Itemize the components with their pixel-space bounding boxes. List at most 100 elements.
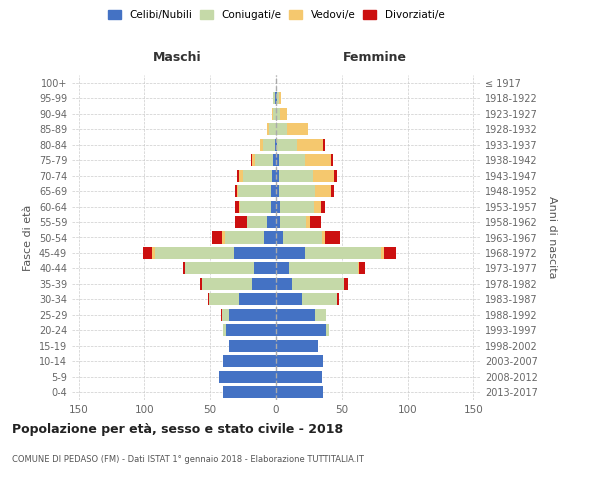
- Bar: [276, 278, 292, 290]
- Bar: [276, 200, 280, 212]
- Bar: [316, 185, 331, 197]
- Bar: [223, 386, 276, 398]
- Bar: [264, 232, 276, 243]
- Bar: [310, 216, 321, 228]
- Bar: [236, 170, 239, 181]
- Bar: [276, 371, 322, 383]
- Bar: [277, 138, 297, 150]
- Bar: [280, 108, 287, 120]
- Bar: [235, 216, 247, 228]
- Bar: [276, 340, 318, 352]
- Bar: [238, 185, 271, 197]
- Bar: [200, 278, 202, 290]
- Bar: [276, 247, 305, 259]
- Bar: [260, 138, 263, 150]
- Text: Maschi: Maschi: [153, 51, 202, 64]
- Bar: [276, 154, 278, 166]
- Bar: [359, 262, 365, 274]
- Bar: [289, 262, 358, 274]
- Bar: [229, 340, 276, 352]
- Bar: [221, 309, 222, 321]
- Bar: [143, 247, 152, 259]
- Bar: [384, 247, 396, 259]
- Bar: [276, 138, 277, 150]
- Bar: [305, 247, 381, 259]
- Bar: [278, 92, 281, 104]
- Bar: [239, 200, 241, 212]
- Bar: [334, 170, 337, 181]
- Bar: [239, 294, 276, 306]
- Bar: [306, 216, 310, 228]
- Bar: [278, 185, 316, 197]
- Bar: [276, 294, 302, 306]
- Bar: [276, 185, 278, 197]
- Bar: [222, 232, 224, 243]
- Bar: [322, 232, 325, 243]
- Bar: [276, 108, 280, 120]
- Bar: [275, 92, 276, 104]
- Bar: [220, 371, 276, 383]
- Bar: [323, 138, 325, 150]
- Bar: [255, 154, 274, 166]
- Bar: [182, 262, 185, 274]
- Bar: [271, 200, 276, 212]
- Bar: [297, 138, 323, 150]
- Bar: [224, 232, 264, 243]
- Bar: [344, 278, 349, 290]
- Bar: [253, 278, 276, 290]
- Bar: [278, 170, 313, 181]
- Bar: [276, 356, 323, 368]
- Bar: [269, 123, 276, 135]
- Bar: [287, 123, 308, 135]
- Bar: [302, 294, 337, 306]
- Bar: [292, 278, 344, 290]
- Text: COMUNE DI PEDASO (FM) - Dati ISTAT 1° gennaio 2018 - Elaborazione TUTTITALIA.IT: COMUNE DI PEDASO (FM) - Dati ISTAT 1° ge…: [12, 455, 364, 464]
- Bar: [276, 232, 283, 243]
- Bar: [276, 92, 277, 104]
- Bar: [274, 108, 276, 120]
- Bar: [235, 200, 239, 212]
- Bar: [234, 247, 276, 259]
- Y-axis label: Fasce di età: Fasce di età: [23, 204, 33, 270]
- Bar: [155, 247, 234, 259]
- Bar: [314, 200, 321, 212]
- Bar: [276, 216, 280, 228]
- Bar: [274, 154, 276, 166]
- Bar: [239, 170, 243, 181]
- Bar: [272, 108, 274, 120]
- Bar: [241, 200, 271, 212]
- Bar: [272, 170, 276, 181]
- Bar: [267, 216, 276, 228]
- Bar: [337, 294, 339, 306]
- Bar: [278, 154, 305, 166]
- Bar: [276, 262, 289, 274]
- Bar: [277, 92, 278, 104]
- Bar: [276, 324, 326, 336]
- Bar: [358, 262, 359, 274]
- Text: Femmine: Femmine: [343, 51, 407, 64]
- Bar: [222, 309, 229, 321]
- Bar: [223, 324, 226, 336]
- Bar: [313, 170, 334, 181]
- Bar: [316, 309, 326, 321]
- Bar: [321, 200, 325, 212]
- Bar: [243, 170, 272, 181]
- Legend: Celibi/Nubili, Coniugati/e, Vedovi/e, Divorziati/e: Celibi/Nubili, Coniugati/e, Vedovi/e, Di…: [106, 8, 446, 22]
- Bar: [254, 262, 276, 274]
- Bar: [276, 170, 278, 181]
- Bar: [280, 200, 314, 212]
- Bar: [235, 185, 236, 197]
- Bar: [208, 294, 209, 306]
- Bar: [276, 386, 323, 398]
- Text: Popolazione per età, sesso e stato civile - 2018: Popolazione per età, sesso e stato civil…: [12, 422, 343, 436]
- Bar: [247, 216, 267, 228]
- Bar: [223, 356, 276, 368]
- Bar: [276, 123, 287, 135]
- Bar: [275, 138, 276, 150]
- Bar: [267, 123, 269, 135]
- Bar: [276, 309, 316, 321]
- Bar: [202, 278, 253, 290]
- Bar: [263, 138, 275, 150]
- Bar: [274, 92, 275, 104]
- Bar: [283, 232, 322, 243]
